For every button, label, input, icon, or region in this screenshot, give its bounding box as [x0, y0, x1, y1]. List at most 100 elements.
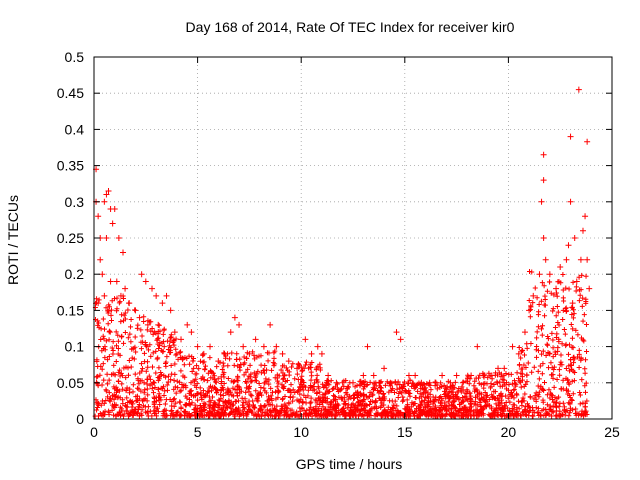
data-point — [177, 413, 183, 419]
data-point — [139, 412, 145, 418]
data-point — [326, 382, 332, 388]
data-point — [477, 390, 483, 396]
data-point — [581, 338, 587, 344]
data-point — [509, 392, 515, 398]
data-point — [94, 296, 100, 302]
data-point — [223, 400, 229, 406]
data-point — [168, 349, 174, 355]
data-point — [138, 271, 145, 278]
data-point — [136, 381, 142, 387]
data-point — [550, 372, 556, 378]
data-point — [524, 372, 530, 378]
data-point — [240, 413, 246, 419]
data-point — [173, 390, 179, 396]
data-point — [580, 295, 586, 301]
data-point — [145, 347, 151, 353]
data-point — [254, 378, 260, 384]
data-point — [442, 412, 448, 418]
data-point — [184, 321, 191, 328]
data-point — [459, 384, 465, 390]
data-point — [429, 412, 435, 418]
data-point — [132, 334, 138, 340]
data-point — [101, 336, 107, 342]
data-point — [148, 353, 154, 359]
data-point — [186, 353, 192, 359]
data-point — [232, 387, 238, 393]
data-point — [453, 408, 459, 414]
data-point — [378, 385, 384, 391]
data-point — [149, 413, 155, 419]
data-point — [266, 350, 272, 356]
data-points — [93, 86, 593, 386]
data-point — [534, 295, 540, 301]
data-point — [558, 359, 564, 365]
data-point — [129, 346, 135, 352]
data-point — [521, 398, 527, 404]
data-point — [226, 412, 232, 418]
data-point — [192, 402, 198, 408]
data-point — [378, 403, 384, 409]
data-point — [221, 374, 227, 380]
data-point — [206, 413, 212, 419]
x-axis-label: GPS time / hours — [296, 456, 403, 472]
data-point — [302, 384, 308, 390]
data-point — [503, 399, 509, 405]
data-point — [571, 311, 577, 317]
data-point — [289, 407, 295, 413]
data-point — [257, 406, 263, 412]
data-point — [536, 389, 542, 395]
data-point — [110, 339, 116, 345]
data-point — [560, 377, 566, 383]
y-tick-label: 0.15 — [57, 302, 84, 318]
data-point — [540, 177, 547, 184]
data-point — [515, 350, 522, 357]
data-point — [99, 398, 105, 404]
data-point — [170, 413, 176, 419]
data-point — [297, 405, 303, 411]
data-point — [535, 410, 541, 416]
data-point — [280, 384, 286, 390]
data-point — [297, 411, 303, 417]
data-point — [284, 405, 290, 411]
data-point — [150, 380, 156, 386]
data-point — [443, 386, 449, 392]
data-point — [188, 329, 195, 336]
data-point — [275, 395, 281, 401]
data-point — [376, 379, 383, 386]
data-point — [264, 407, 270, 413]
data-point — [518, 370, 524, 376]
data-point — [234, 390, 240, 396]
y-tick-label: 0.2 — [65, 266, 85, 282]
data-point — [354, 389, 360, 395]
data-point — [116, 369, 122, 375]
data-point — [571, 235, 578, 241]
data-point — [309, 373, 315, 379]
data-point — [287, 394, 293, 400]
y-axis-label: ROTI / TECUs — [5, 195, 21, 285]
data-point — [126, 300, 133, 307]
data-point — [161, 326, 167, 332]
data-point — [250, 398, 256, 404]
data-point — [404, 397, 410, 403]
data-point — [544, 288, 550, 294]
data-point — [265, 412, 271, 418]
data-point — [532, 393, 538, 399]
data-point — [100, 316, 106, 322]
data-point — [536, 309, 542, 315]
data-point — [290, 387, 296, 393]
data-point — [133, 349, 139, 355]
data-point — [187, 361, 193, 367]
data-point — [390, 406, 396, 412]
data-point — [153, 370, 159, 376]
data-point — [221, 350, 228, 357]
data-point — [483, 404, 489, 410]
data-point — [507, 408, 513, 414]
data-point — [103, 388, 109, 394]
data-point — [121, 318, 127, 324]
data-point — [155, 386, 161, 392]
data-point — [189, 400, 195, 406]
data-point — [515, 413, 521, 419]
data-point — [309, 409, 315, 415]
data-point — [118, 370, 124, 376]
data-point — [529, 413, 535, 419]
